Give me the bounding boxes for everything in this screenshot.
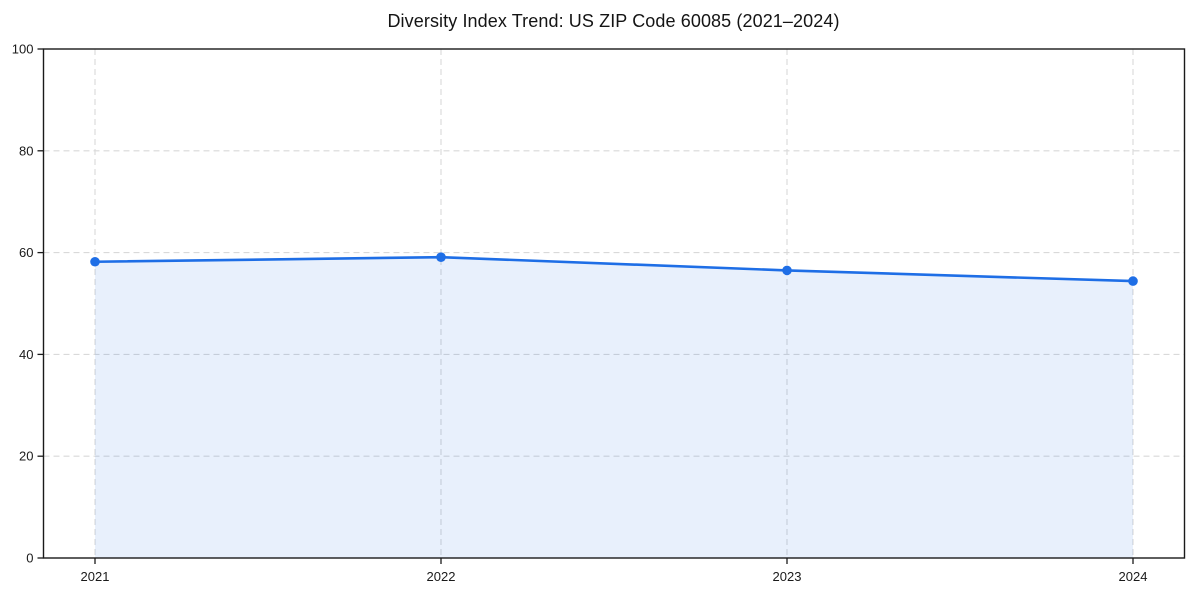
y-tick-label: 100 — [12, 42, 34, 57]
y-tick-label: 20 — [19, 449, 33, 464]
plot-border — [42, 48, 1186, 559]
x-tick-label: 2022 — [427, 569, 456, 584]
y-tick-label: 60 — [19, 245, 33, 260]
chart-title: Diversity Index Trend: US ZIP Code 60085… — [387, 11, 840, 31]
data-point-2023 — [782, 265, 792, 276]
x-tick-label: 2024 — [1119, 569, 1148, 584]
y-tick-label: 80 — [19, 143, 33, 158]
x-tick-label: 2023 — [773, 569, 802, 584]
x-tick-label: 2021 — [81, 569, 110, 584]
y-tick-label: 40 — [19, 347, 33, 362]
y-tick-label: 0 — [26, 551, 33, 566]
data-point-2021 — [90, 256, 100, 267]
data-point-2024 — [1128, 276, 1138, 286]
trend-line — [93, 255, 1135, 283]
area-fill — [95, 257, 1133, 558]
data-point-2022 — [436, 252, 446, 262]
